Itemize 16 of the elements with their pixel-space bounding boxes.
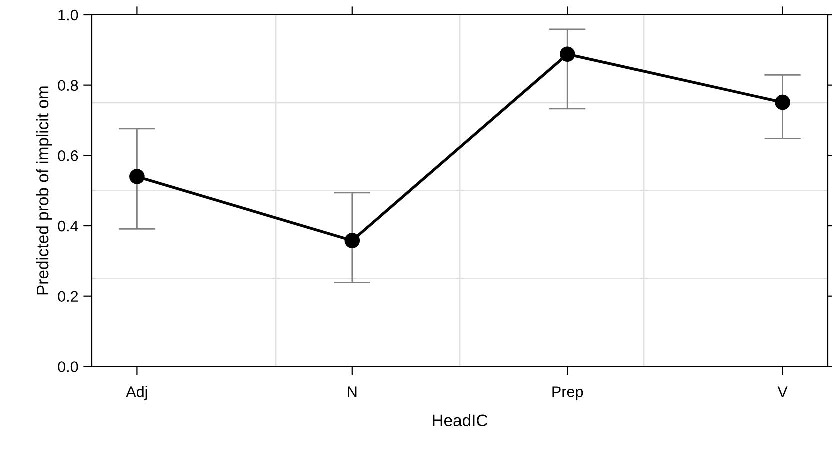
x-tick-label: N	[348, 386, 357, 398]
y-tick-label: 0.2	[58, 291, 78, 302]
x-axis-title: HeadIC	[433, 414, 488, 427]
point	[130, 169, 145, 184]
y-tick-label: 0.8	[58, 80, 78, 92]
y-tick-label: 1.0	[58, 10, 78, 21]
x-tick-label: V	[778, 386, 788, 398]
y-tick-label: 0.0	[58, 362, 78, 372]
y-tick-label: 0.4	[58, 220, 78, 232]
y-axis-title: Predicted prob of implicit om	[36, 86, 52, 295]
y-tick-label: 0.6	[58, 150, 78, 162]
x-tick-label: Adj	[126, 386, 148, 400]
point	[775, 94, 790, 110]
point	[344, 233, 360, 248]
x-tick-label: Prep	[552, 386, 584, 400]
point	[560, 46, 576, 62]
